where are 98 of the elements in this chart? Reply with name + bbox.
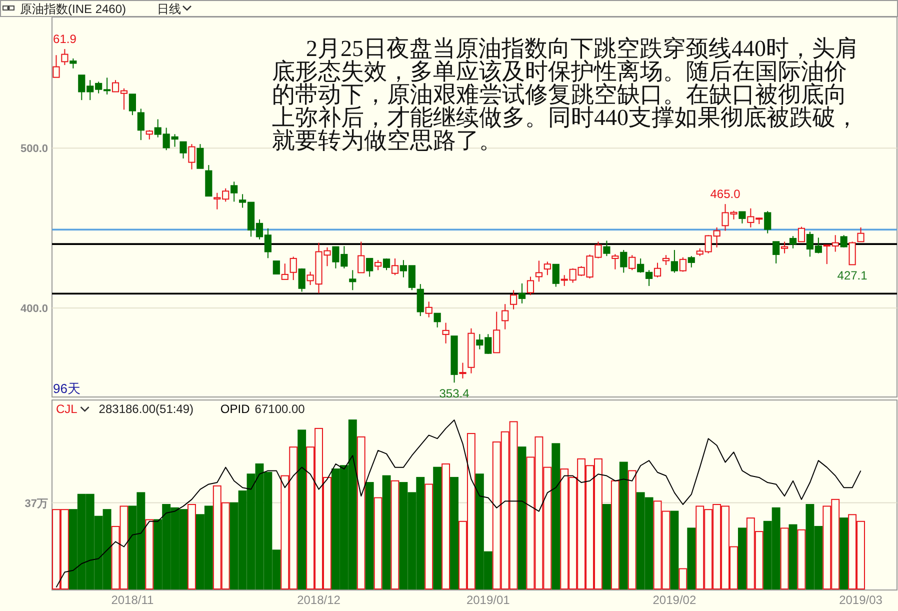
candlestick: [416, 284, 424, 317]
chart-subtitle: 日线: [157, 2, 181, 16]
candlestick: [738, 211, 746, 224]
bar: [670, 510, 679, 590]
bar: [687, 528, 696, 590]
bar: [433, 466, 442, 590]
bar: [780, 528, 789, 590]
candlestick: [535, 260, 542, 282]
x-tick-label: 2019/02: [652, 593, 696, 607]
candlestick: [552, 264, 560, 288]
bar: [610, 480, 620, 590]
candlestick: [620, 249, 628, 274]
candlestick: [764, 210, 772, 234]
bar: [298, 430, 306, 590]
candlestick: [646, 270, 653, 286]
candlestick: [298, 268, 306, 292]
candlestick: [374, 260, 382, 271]
candlestick: [848, 241, 856, 266]
bar: [738, 528, 746, 590]
bar: [628, 470, 636, 590]
text: CJL: [56, 402, 78, 416]
candlestick: [637, 258, 644, 274]
candlestick: [391, 258, 399, 276]
candlestick: [493, 311, 500, 354]
text: 283186.00(51:49): [98, 402, 194, 416]
candlestick: [518, 282, 526, 304]
candlestick: [789, 236, 797, 249]
candlestick: [679, 256, 686, 272]
x-tick-label: 2019/01: [466, 593, 510, 607]
candlestick: [688, 256, 695, 268]
candlestick: [281, 263, 288, 280]
candlestick: [459, 362, 466, 379]
candlestick: [603, 240, 610, 257]
candlestick: [442, 322, 450, 344]
candlestick: [188, 144, 196, 170]
candlestick: [510, 290, 518, 310]
candlestick: [358, 241, 365, 274]
bar: [797, 529, 806, 590]
candlestick: [366, 258, 374, 278]
bar: [374, 497, 382, 590]
candlestick: [798, 226, 806, 242]
bar: [788, 524, 798, 590]
ref-line-label: 37万: [24, 498, 48, 510]
x-tick-label: 2018/12: [297, 593, 341, 607]
text: 67100.00: [254, 402, 306, 416]
bar: [518, 446, 526, 590]
bar: [424, 484, 434, 590]
candlestick: [772, 241, 780, 264]
candlestick: [670, 249, 678, 274]
bar: [602, 504, 611, 590]
candlestick: [654, 262, 662, 278]
text: OPID: [220, 402, 250, 416]
bar: [442, 463, 450, 590]
candlestick: [272, 260, 280, 274]
candlestick: [840, 234, 848, 248]
y-tick-label: 500.0: [20, 143, 48, 156]
bar: [145, 519, 154, 590]
bar: [188, 504, 196, 590]
candlestick: [526, 276, 534, 296]
candlestick: [502, 304, 509, 330]
annotation: 61.9: [53, 32, 77, 46]
candlestick: [61, 48, 68, 66]
bar: [840, 518, 848, 590]
candlestick: [70, 58, 77, 69]
candlestick: [290, 256, 297, 281]
bar: [365, 482, 374, 590]
annotation: 427.1: [837, 268, 868, 283]
candlestick: [196, 144, 204, 169]
candlestick: [349, 270, 356, 291]
candlestick: [434, 312, 441, 328]
candlestick: [612, 254, 619, 270]
candlestick: [180, 141, 187, 159]
bar: [552, 443, 560, 590]
candlestick: [857, 226, 864, 242]
bar: [450, 476, 458, 590]
candlestick: [137, 108, 144, 141]
bar: [678, 568, 688, 590]
candlestick: [425, 301, 432, 318]
annotation: 465.0: [710, 187, 741, 202]
candlestick: [662, 254, 670, 266]
x-tick-label: 2018/11: [111, 593, 154, 607]
bar: [382, 475, 391, 590]
candlestick: [781, 241, 788, 254]
bar: [390, 480, 400, 590]
annotation: 96天: [53, 381, 80, 396]
bar: [619, 462, 628, 590]
chart-title: 原油指数(INE 2460): [20, 2, 126, 16]
candlestick: [146, 130, 153, 140]
candlestick: [128, 94, 136, 116]
annotation: 2月25日夜盘当原油指数向下跳空跌穿颈线440时，头肩底形态失效，多单应该及时保护性离场。随后在国际油价的带动下，原油艰难尝试修复跳空缺口。在缺口被彻底向上弥补后，才能继续做多。同时440支撑如果彻底被跌破，就要转为做空思路了。: [272, 36, 858, 153]
x-tick-label: 2019/03: [839, 593, 883, 607]
candlestick: [544, 261, 551, 276]
annotation: 353.4: [439, 386, 470, 401]
bar: [356, 436, 366, 590]
candlestick: [52, 54, 60, 78]
candlestick: [628, 254, 636, 271]
candlestick: [230, 181, 238, 202]
y-tick-label: 400.0: [20, 303, 48, 316]
